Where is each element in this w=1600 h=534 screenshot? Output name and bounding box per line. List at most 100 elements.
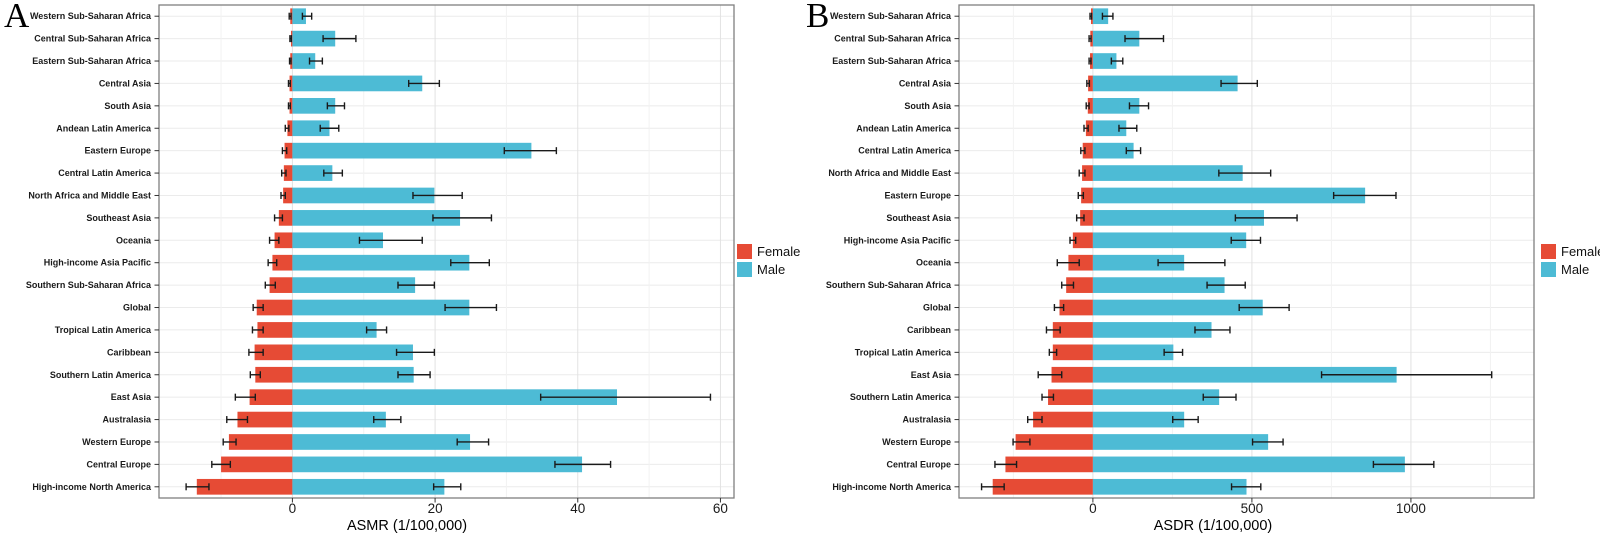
female-bar bbox=[1082, 165, 1093, 181]
male-bar bbox=[1092, 344, 1174, 361]
female-bar bbox=[221, 456, 293, 473]
male-bar bbox=[1092, 97, 1140, 114]
female-swatch bbox=[1541, 244, 1556, 259]
region-tick-label: Eastern Europe bbox=[84, 146, 151, 156]
region-tick-label: Southeast Asia bbox=[86, 213, 152, 223]
female-bar bbox=[1059, 299, 1093, 316]
x-tick-label: 60 bbox=[713, 501, 728, 516]
region-tick-label: Central Asia bbox=[899, 78, 952, 88]
region-tick-label: Western Sub-Saharan Africa bbox=[830, 11, 952, 21]
legend-panel-a: Female Male bbox=[737, 244, 800, 277]
female-bar bbox=[255, 366, 293, 383]
legend-item-female: Female bbox=[1541, 244, 1600, 259]
chart-panel-a: Western Sub-Saharan Africa Central Sub-Sa… bbox=[26, 4, 735, 534]
legend-female-label: Female bbox=[1561, 244, 1600, 259]
legend-male-label: Male bbox=[1561, 262, 1590, 277]
male-bar bbox=[1092, 8, 1109, 25]
female-bar bbox=[257, 322, 293, 338]
x-tick-label: 500 bbox=[1241, 501, 1264, 516]
male-bar bbox=[1092, 366, 1397, 383]
female-bar bbox=[1082, 142, 1093, 159]
female-bar bbox=[1051, 366, 1093, 383]
region-tick-label: Western Europe bbox=[82, 437, 151, 447]
male-bar bbox=[1092, 277, 1225, 293]
region-tick-label: East Asia bbox=[911, 370, 952, 380]
region-tick-label: North Africa and Middle East bbox=[828, 168, 951, 178]
male-bar bbox=[292, 299, 470, 316]
female-swatch bbox=[737, 244, 752, 259]
x-axis-title: ASMR (1/100,000) bbox=[347, 518, 467, 534]
male-bar bbox=[292, 97, 336, 114]
female-bar bbox=[272, 254, 293, 271]
male-bar bbox=[1092, 187, 1366, 204]
female-bar bbox=[274, 232, 293, 249]
region-tick-label: Southern Latin America bbox=[850, 392, 952, 402]
region-tick-label: Eastern Europe bbox=[884, 190, 951, 200]
region-tick-label: High-income Asia Pacific bbox=[844, 235, 951, 245]
region-tick-label: High-income North America bbox=[32, 482, 152, 492]
female-bar bbox=[1088, 75, 1093, 92]
region-tick-label: Tropical Latin America bbox=[855, 347, 952, 357]
legend-female-label: Female bbox=[757, 244, 801, 259]
female-bar bbox=[1015, 434, 1093, 450]
female-bar bbox=[289, 97, 293, 114]
region-tick-label: Central Sub-Saharan Africa bbox=[834, 34, 952, 44]
male-bar bbox=[292, 165, 333, 181]
female-bar bbox=[1005, 456, 1093, 473]
region-tick-label: Eastern Sub-Saharan Africa bbox=[32, 56, 152, 66]
male-bar bbox=[292, 322, 377, 338]
male-bar bbox=[292, 456, 583, 473]
male-bar bbox=[292, 30, 336, 47]
male-bar bbox=[1092, 456, 1405, 473]
region-tick-label: Oceania bbox=[916, 258, 952, 268]
legend-panel-b: Female Male bbox=[1541, 244, 1600, 277]
male-bar bbox=[292, 277, 416, 293]
male-bar bbox=[292, 411, 386, 428]
region-tick-label: South Asia bbox=[904, 101, 952, 111]
male-bar bbox=[292, 210, 461, 226]
male-bar bbox=[1092, 30, 1140, 47]
legend-item-male: Male bbox=[737, 262, 800, 277]
male-bar bbox=[292, 142, 532, 159]
region-tick-label: Global bbox=[123, 303, 151, 313]
x-tick-label: 40 bbox=[570, 501, 585, 516]
region-tick-label: Central Europe bbox=[86, 459, 151, 469]
male-bar bbox=[292, 75, 423, 92]
female-bar bbox=[1085, 120, 1093, 137]
region-tick-label: North Africa and Middle East bbox=[28, 190, 151, 200]
male-bar bbox=[1092, 299, 1263, 316]
male-bar bbox=[1092, 322, 1212, 338]
male-bar bbox=[1092, 389, 1220, 406]
female-bar bbox=[269, 277, 293, 293]
x-axis-title: ASDR (1/100,000) bbox=[1154, 518, 1272, 534]
region-tick-label: Caribbean bbox=[907, 325, 951, 335]
male-bar bbox=[1092, 434, 1269, 450]
x-tick-label: 20 bbox=[428, 501, 443, 516]
region-tick-label: Southern Latin America bbox=[50, 370, 152, 380]
female-bar bbox=[289, 75, 293, 92]
female-bar bbox=[283, 187, 293, 204]
female-bar bbox=[256, 299, 293, 316]
region-tick-label: Global bbox=[923, 303, 951, 313]
region-tick-label: Australasia bbox=[102, 415, 152, 425]
region-tick-label: Andean Latin America bbox=[56, 123, 152, 133]
region-tick-label: High-income Asia Pacific bbox=[44, 258, 151, 268]
region-tick-label: Oceania bbox=[116, 235, 152, 245]
male-bar bbox=[1092, 142, 1134, 159]
region-tick-label: Eastern Sub-Saharan Africa bbox=[832, 56, 952, 66]
female-bar bbox=[278, 210, 293, 226]
male-bar bbox=[1092, 232, 1247, 249]
male-bar bbox=[1092, 120, 1127, 137]
female-bar bbox=[237, 411, 293, 428]
region-tick-label: Central Asia bbox=[99, 78, 152, 88]
male-swatch bbox=[1541, 262, 1556, 277]
male-bar bbox=[1092, 75, 1238, 92]
panel-border bbox=[158, 4, 735, 499]
female-bar bbox=[992, 478, 1093, 495]
region-tick-label: Central Sub-Saharan Africa bbox=[34, 34, 152, 44]
female-bar bbox=[1068, 254, 1093, 271]
female-bar bbox=[249, 389, 293, 406]
male-bar bbox=[1092, 254, 1185, 271]
female-bar bbox=[1087, 97, 1093, 114]
